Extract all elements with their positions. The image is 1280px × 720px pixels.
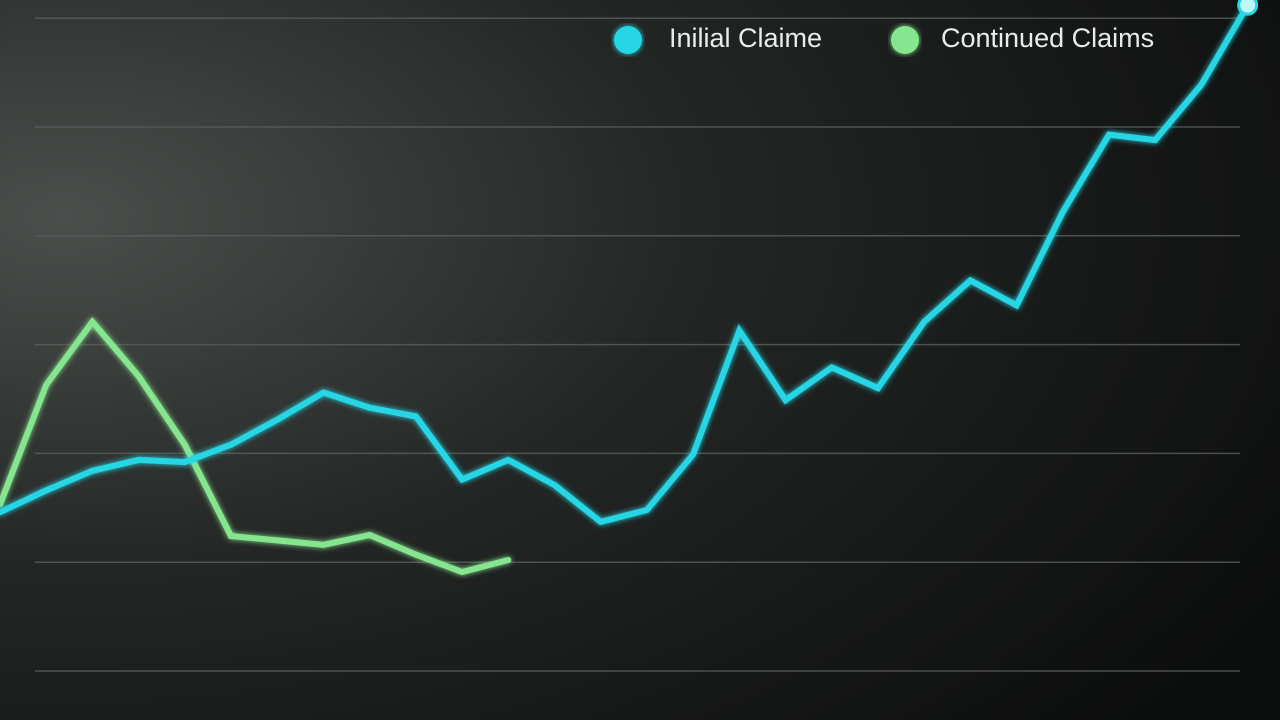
end-marker	[1237, 0, 1259, 16]
series-line	[0, 316, 512, 576]
plot	[0, 0, 1259, 576]
series-line	[0, 2, 1251, 526]
grid	[35, 17, 1240, 672]
legend-label: Inilial Claime	[669, 23, 822, 53]
legend-marker	[891, 26, 919, 54]
legend-marker	[614, 26, 642, 54]
legend-label: Continued Claims	[941, 23, 1154, 53]
legend: Inilial Claime Continued Claims	[614, 23, 1154, 54]
